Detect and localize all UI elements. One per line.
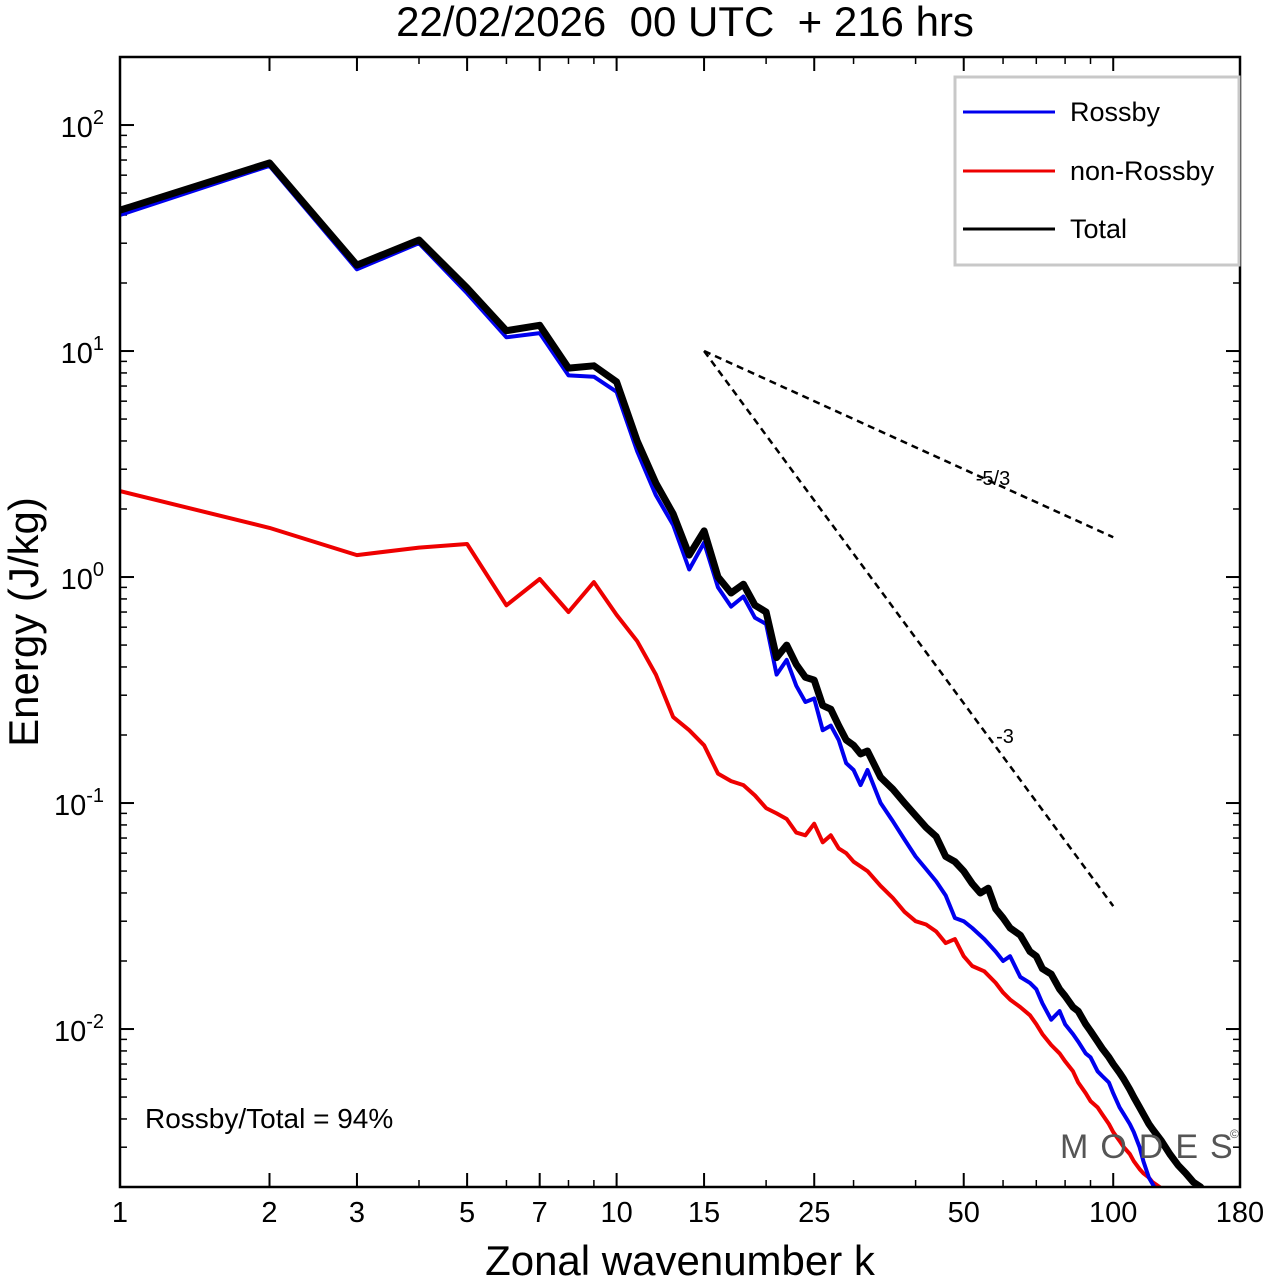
rossby-ratio-annotation: Rossby/Total = 94% [145, 1103, 393, 1134]
y-tick-label-1: 101 [61, 333, 104, 370]
x-tick-label-100: 100 [1089, 1197, 1137, 1229]
y-tick-label--2: 10-2 [54, 1011, 104, 1048]
x-tick-label-180: 180 [1216, 1197, 1264, 1229]
slope-label-minus-5-3: -5/3 [976, 468, 1010, 490]
y-tick-label-2: 102 [61, 107, 104, 144]
rossby-line [120, 163, 1157, 1187]
x-tick-label-1: 1 [112, 1197, 128, 1229]
reference-slopes: -5/3 -3 [703, 349, 1115, 907]
x-tick-label-25: 25 [798, 1197, 830, 1229]
y-tick-label-0: 100 [61, 559, 104, 596]
x-tick-labels: 1 2 3 5 7 10 15 25 50 100 180 [112, 1197, 1264, 1229]
modes-watermark: MODES © [1060, 1127, 1245, 1166]
y-tick-label--1: 10-1 [54, 785, 104, 822]
legend-label-total: Total [1070, 214, 1127, 244]
y-tick-labels: 102 101 100 10-1 10-2 [54, 107, 104, 1048]
non-rossby-line [120, 489, 1162, 1187]
x-tick-label-2: 2 [261, 1197, 277, 1229]
x-tick-label-10: 10 [600, 1197, 632, 1229]
x-tick-label-50: 50 [948, 1197, 980, 1229]
plot-frame [118, 55, 1242, 1189]
x-tick-label-7: 7 [532, 1197, 548, 1229]
slope-line-minus-3 [703, 350, 1115, 907]
slope-label-minus-3: -3 [996, 726, 1014, 748]
slope-line-minus-5-3 [703, 349, 1114, 539]
x-axis-title: Zonal wavenumber k [485, 1237, 876, 1281]
watermark-text: MODES [1060, 1128, 1245, 1166]
legend-label-rossby: Rossby [1070, 97, 1161, 127]
legend-label-non-rossby: non-Rossby [1070, 156, 1215, 186]
legend: Rossby non-Rossby Total [953, 75, 1241, 267]
chart-title: 22/02/2026 00 UTC + 216 hrs [396, 0, 974, 45]
x-tick-label-5: 5 [459, 1197, 475, 1229]
total-line [120, 159, 1205, 1187]
watermark-copyright-mark: © [1230, 1127, 1239, 1141]
x-tick-label-15: 15 [688, 1197, 720, 1229]
y-axis-title: Energy (J/kg) [0, 497, 47, 747]
data-series [120, 159, 1205, 1187]
x-tick-label-3: 3 [349, 1197, 365, 1229]
